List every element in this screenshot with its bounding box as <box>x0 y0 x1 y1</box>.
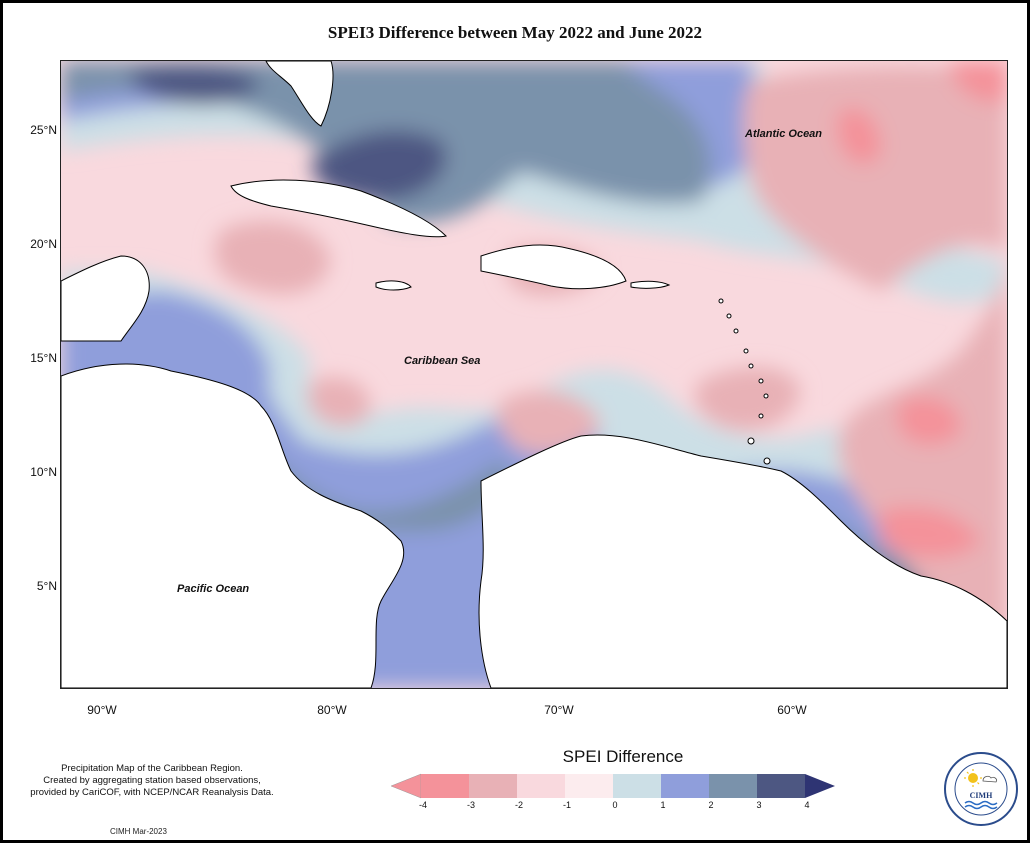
lon-label-70w: 70°W <box>544 703 574 717</box>
land-central-america <box>61 363 405 688</box>
zone-plus-three-northwest <box>130 65 261 105</box>
spei-map: Atlantic Ocean Caribbean Sea Pacific Oce… <box>61 61 1007 688</box>
land-florida <box>265 61 334 127</box>
legend-arrow-left <box>391 773 422 799</box>
legend-swatch-1 <box>421 774 469 798</box>
legend-swatch-5 <box>613 774 661 798</box>
legend-swatch-4 <box>565 774 613 798</box>
legend-colorbar <box>391 773 835 799</box>
legend-arrow-right <box>805 774 835 798</box>
land-jamaica <box>375 280 412 291</box>
lat-label-25n: 25°N <box>30 123 57 137</box>
zone-minus-three-atlantic-north <box>837 108 881 164</box>
landmasses <box>61 61 1007 688</box>
page: SPEI3 Difference between May 2022 and Ju… <box>3 3 1027 840</box>
zone-minus-three-northeast <box>951 61 1007 102</box>
legend-swatch-8 <box>757 774 805 798</box>
lat-label-15n: 15°N <box>30 351 57 365</box>
island-dots <box>718 298 771 465</box>
cimh-logo-icon: CIMH <box>944 752 1018 826</box>
ocean-label-atlantic: Atlantic Ocean <box>744 128 822 140</box>
land-south-america <box>478 434 1007 688</box>
lon-label-80w: 80°W <box>317 703 347 717</box>
legend-tick-8: 3 <box>756 800 762 810</box>
legend-swatch-2 <box>469 774 517 798</box>
legend-tick-5: 0 <box>612 800 618 810</box>
land-cuba <box>230 179 448 238</box>
legend-tick-7: 2 <box>708 800 714 810</box>
map-title: SPEI3 Difference between May 2022 and Ju… <box>327 23 703 42</box>
legend-tick-2: -3 <box>466 800 475 810</box>
legend-tick-9: 4 <box>804 800 810 810</box>
legend-swatch-6 <box>661 774 709 798</box>
date-stamp: CIMH Mar-2023 <box>110 827 167 836</box>
zone-minus-three-atlantic-south <box>878 507 981 558</box>
zone-minus-three-atlantic-mid <box>897 397 961 445</box>
credit-line-3: provided by CariCOF, with NCEP/NCAR Rean… <box>30 787 274 798</box>
lon-label-90w: 90°W <box>87 703 117 717</box>
credit-line-2: Created by aggregating station based obs… <box>43 775 261 786</box>
ocean-label-pacific: Pacific Ocean <box>177 583 249 595</box>
legend-tick-4: -1 <box>562 800 571 810</box>
legend-tick-1: -4 <box>418 800 427 810</box>
zone-plus-three-bahamas <box>311 130 447 201</box>
legend-swatch-7 <box>709 774 757 798</box>
lat-label-5n: 5°N <box>36 579 57 593</box>
credit-text: Precipitation Map of the Caribbean Regio… <box>7 763 297 799</box>
credit-line-1: Precipitation Map of the Caribbean Regio… <box>61 763 243 774</box>
zone-minus-two-cubasouth <box>307 377 371 427</box>
logo-acronym: CIMH <box>970 791 993 800</box>
zone-minus-two-central <box>214 221 331 295</box>
land-yucatan <box>61 255 150 342</box>
legend-tick-3: -2 <box>514 800 523 810</box>
lat-label-10n: 10°N <box>30 465 57 479</box>
land-puerto-rico <box>630 280 671 289</box>
lat-label-20n: 20°N <box>30 237 57 251</box>
map-area: Atlantic Ocean Caribbean Sea Pacific Oce… <box>60 60 1008 689</box>
lon-label-60w: 60°W <box>777 703 807 717</box>
ocean-label-caribbean: Caribbean Sea <box>404 355 480 367</box>
land-hispaniola <box>480 244 627 290</box>
legend-tick-6: 1 <box>660 800 666 810</box>
legend-swatch-3 <box>517 774 565 798</box>
zone-minus-two-east <box>694 367 801 431</box>
legend-title: SPEI Difference <box>562 747 684 766</box>
